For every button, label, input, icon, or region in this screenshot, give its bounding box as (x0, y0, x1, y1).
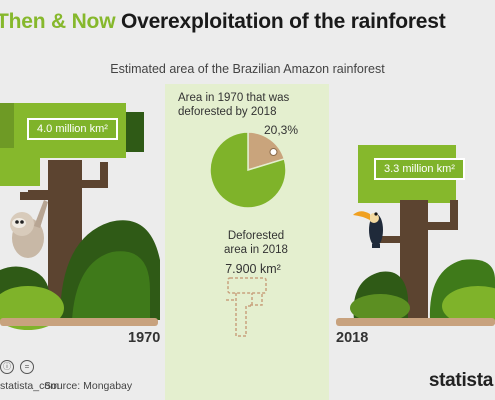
title-prefix: Then & Now (0, 10, 116, 33)
license-cc-icon: ⓘ (0, 360, 14, 374)
left-bush-mid (72, 251, 150, 320)
deforested-caption: Deforested area in 2018 (224, 230, 288, 256)
year-1970: 1970 (128, 330, 161, 346)
pie-slice-marker (269, 148, 278, 157)
pie-slice-label: 20,3% (264, 123, 299, 137)
tree-2018-illustration (336, 145, 495, 326)
pie-caption: Area in 1970 that was deforested by 2018 (178, 92, 290, 118)
sloth-icon (10, 190, 52, 258)
left-canopy-small (0, 148, 40, 186)
chart-subtitle: Estimated area of the Brazilian Amazon r… (110, 62, 385, 76)
title-main: Overexploitation of the rainforest (120, 10, 446, 33)
footer-source: Source: Mongabay (44, 380, 133, 392)
right-branch-right (428, 200, 458, 230)
deforested-tree-outline-icon (226, 277, 267, 337)
chart-title: Then & Now Overexploitation of the rainf… (0, 10, 446, 34)
footer-handle[interactable]: statista_com (0, 380, 59, 392)
label-area-2018: 3.3 million km² (374, 158, 465, 180)
right-bush-light (442, 286, 495, 326)
left-branch-right (82, 162, 108, 188)
left-ground (0, 318, 158, 326)
right-ground (336, 318, 495, 326)
year-2018: 2018 (336, 330, 369, 346)
statista-logo: statista (428, 370, 493, 391)
pie-chart (209, 131, 287, 209)
deforested-value: 7.900 km² (225, 262, 281, 276)
left-canopy-side (126, 112, 144, 152)
license-eq-icon: = (20, 360, 34, 374)
pie-slice-deforested (247, 131, 286, 172)
right-bush-low (350, 294, 410, 322)
label-area-1970: 4.0 million km² (27, 118, 118, 140)
pie-slice-remaining (209, 131, 287, 209)
toucan-icon (353, 211, 383, 248)
